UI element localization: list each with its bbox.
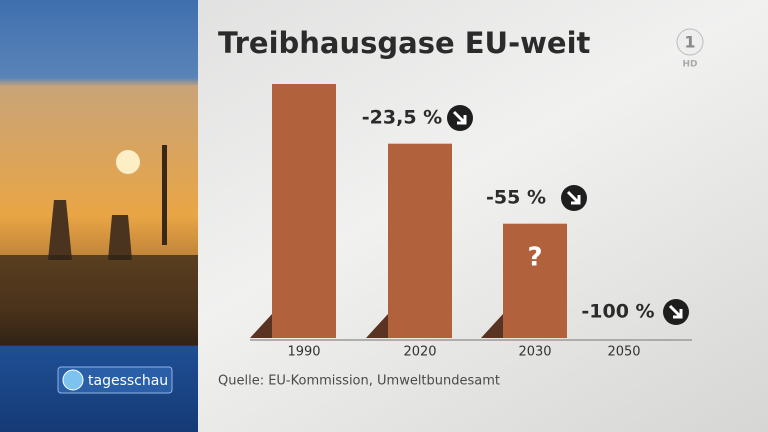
change-label: -23,5 % (362, 107, 442, 129)
source: Quelle: EU-Kommission, Umweltbundesamt (218, 374, 500, 389)
bar (272, 84, 336, 338)
arrow-icon-arrow (668, 304, 683, 319)
chimney (162, 145, 167, 245)
bar-shadow (250, 314, 272, 338)
hd-badge: HD (682, 60, 697, 70)
bar-shadow (481, 314, 503, 338)
bar-shadow (366, 314, 388, 338)
show-name: tagesschau (88, 373, 168, 389)
x-tick-label: 1990 (287, 345, 320, 360)
channel-logo (676, 28, 704, 56)
show-logo (57, 366, 173, 394)
show-logo-globe (62, 369, 84, 391)
x-tick-label: 2020 (403, 345, 436, 360)
x-tick-label: 2030 (518, 345, 551, 360)
bar (388, 143, 452, 338)
cooling-towers (48, 200, 132, 260)
land (0, 255, 198, 345)
bar-note: ? (527, 243, 542, 273)
arrow-icon-arrow (566, 190, 581, 205)
arrow-icon-arrow (452, 110, 467, 125)
chart-title: Treibhausgase EU-weit (218, 26, 591, 60)
x-tick-label: 2050 (607, 345, 640, 360)
channel-number: 1 (684, 33, 695, 52)
change-label: -55 % (486, 187, 546, 209)
bar (503, 223, 567, 338)
sun (116, 150, 140, 174)
change-label: -100 % (581, 301, 654, 323)
